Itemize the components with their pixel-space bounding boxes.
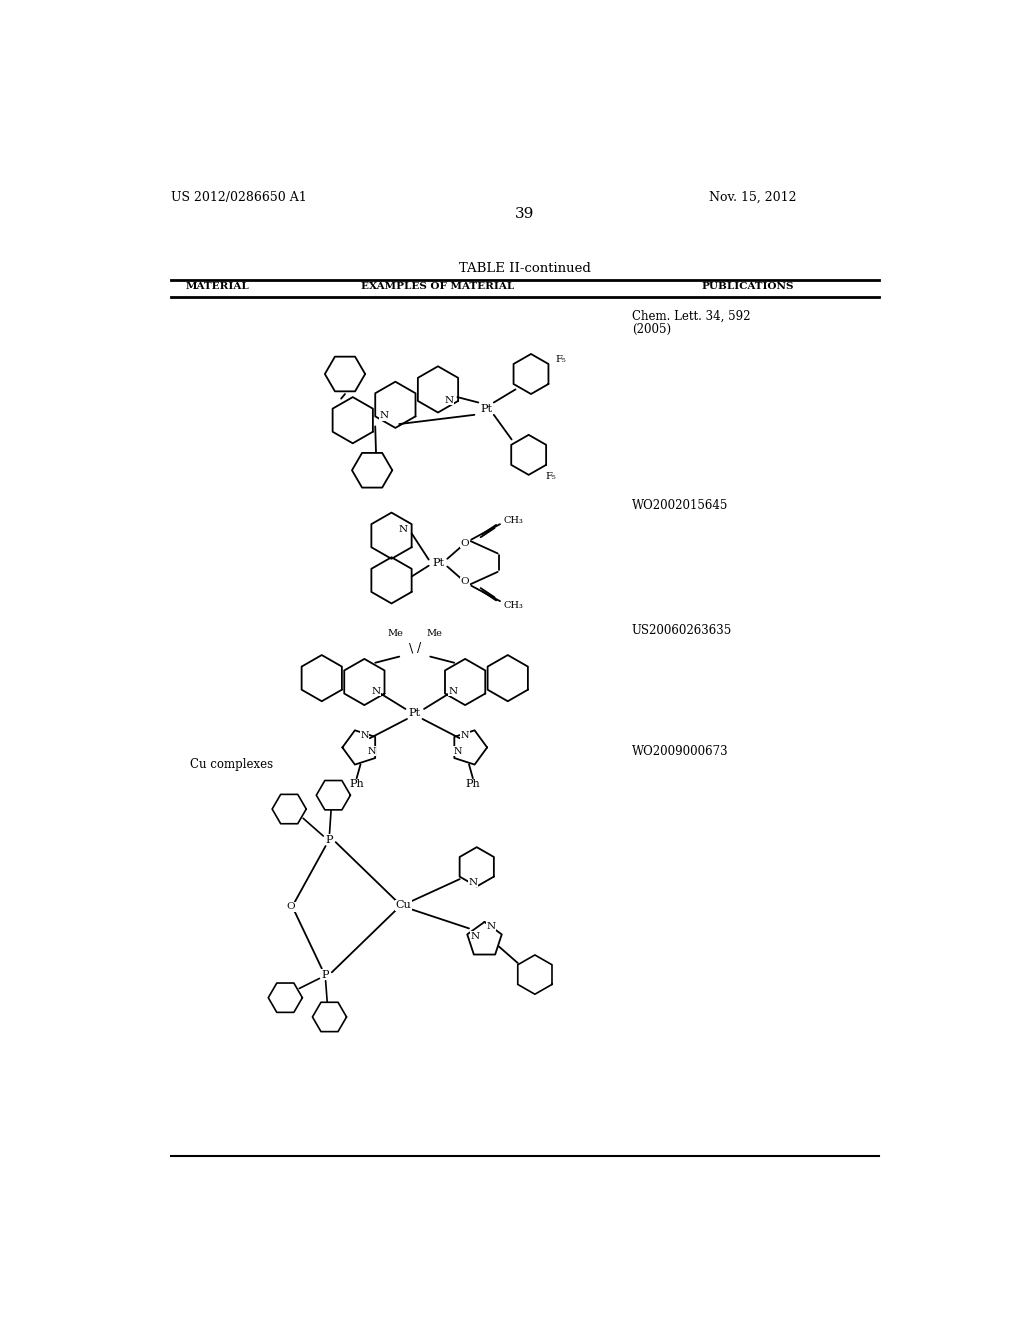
- Text: N: N: [444, 396, 454, 405]
- Text: Ph: Ph: [349, 779, 364, 789]
- Text: N: N: [372, 686, 381, 696]
- Text: Cu: Cu: [395, 900, 411, 911]
- Text: $\backslash$ /: $\backslash$ /: [408, 640, 422, 655]
- Text: N: N: [461, 731, 469, 739]
- Text: P: P: [322, 970, 330, 979]
- Text: N: N: [360, 731, 369, 739]
- Text: N: N: [486, 921, 496, 931]
- Text: Me: Me: [426, 630, 442, 638]
- Text: Nov. 15, 2012: Nov. 15, 2012: [710, 191, 797, 203]
- Text: Ph: Ph: [466, 779, 480, 789]
- Text: N: N: [471, 932, 480, 941]
- Text: P: P: [326, 834, 333, 845]
- Text: US20060263635: US20060263635: [632, 624, 732, 638]
- Text: F₅: F₅: [545, 471, 556, 480]
- Text: WO2002015645: WO2002015645: [632, 499, 728, 512]
- Text: N: N: [380, 411, 389, 420]
- Text: N: N: [454, 747, 463, 756]
- Text: N: N: [468, 878, 477, 887]
- Text: O: O: [461, 539, 469, 548]
- Text: (2005): (2005): [632, 323, 671, 337]
- Text: 39: 39: [515, 207, 535, 222]
- Text: N: N: [367, 747, 376, 756]
- Text: Pt: Pt: [432, 557, 444, 568]
- Text: Me: Me: [387, 630, 403, 638]
- Text: Pt: Pt: [480, 404, 493, 413]
- Text: WO2009000673: WO2009000673: [632, 746, 728, 758]
- Text: F₅: F₅: [555, 355, 566, 364]
- Text: TABLE II-continued: TABLE II-continued: [459, 263, 591, 276]
- Text: US 2012/0286650 A1: US 2012/0286650 A1: [171, 191, 306, 203]
- Text: Pt: Pt: [409, 708, 421, 718]
- Text: CH₃: CH₃: [504, 516, 523, 525]
- Text: EXAMPLES OF MATERIAL: EXAMPLES OF MATERIAL: [361, 282, 515, 292]
- Text: CH₃: CH₃: [504, 601, 523, 610]
- Text: O: O: [461, 577, 469, 586]
- Text: N: N: [449, 686, 458, 696]
- Text: Chem. Lett. 34, 592: Chem. Lett. 34, 592: [632, 310, 751, 323]
- Text: MATERIAL: MATERIAL: [185, 282, 249, 292]
- Text: PUBLICATIONS: PUBLICATIONS: [701, 282, 795, 292]
- Text: Cu complexes: Cu complexes: [190, 758, 273, 771]
- Text: N: N: [398, 525, 408, 535]
- Text: O: O: [287, 903, 295, 911]
